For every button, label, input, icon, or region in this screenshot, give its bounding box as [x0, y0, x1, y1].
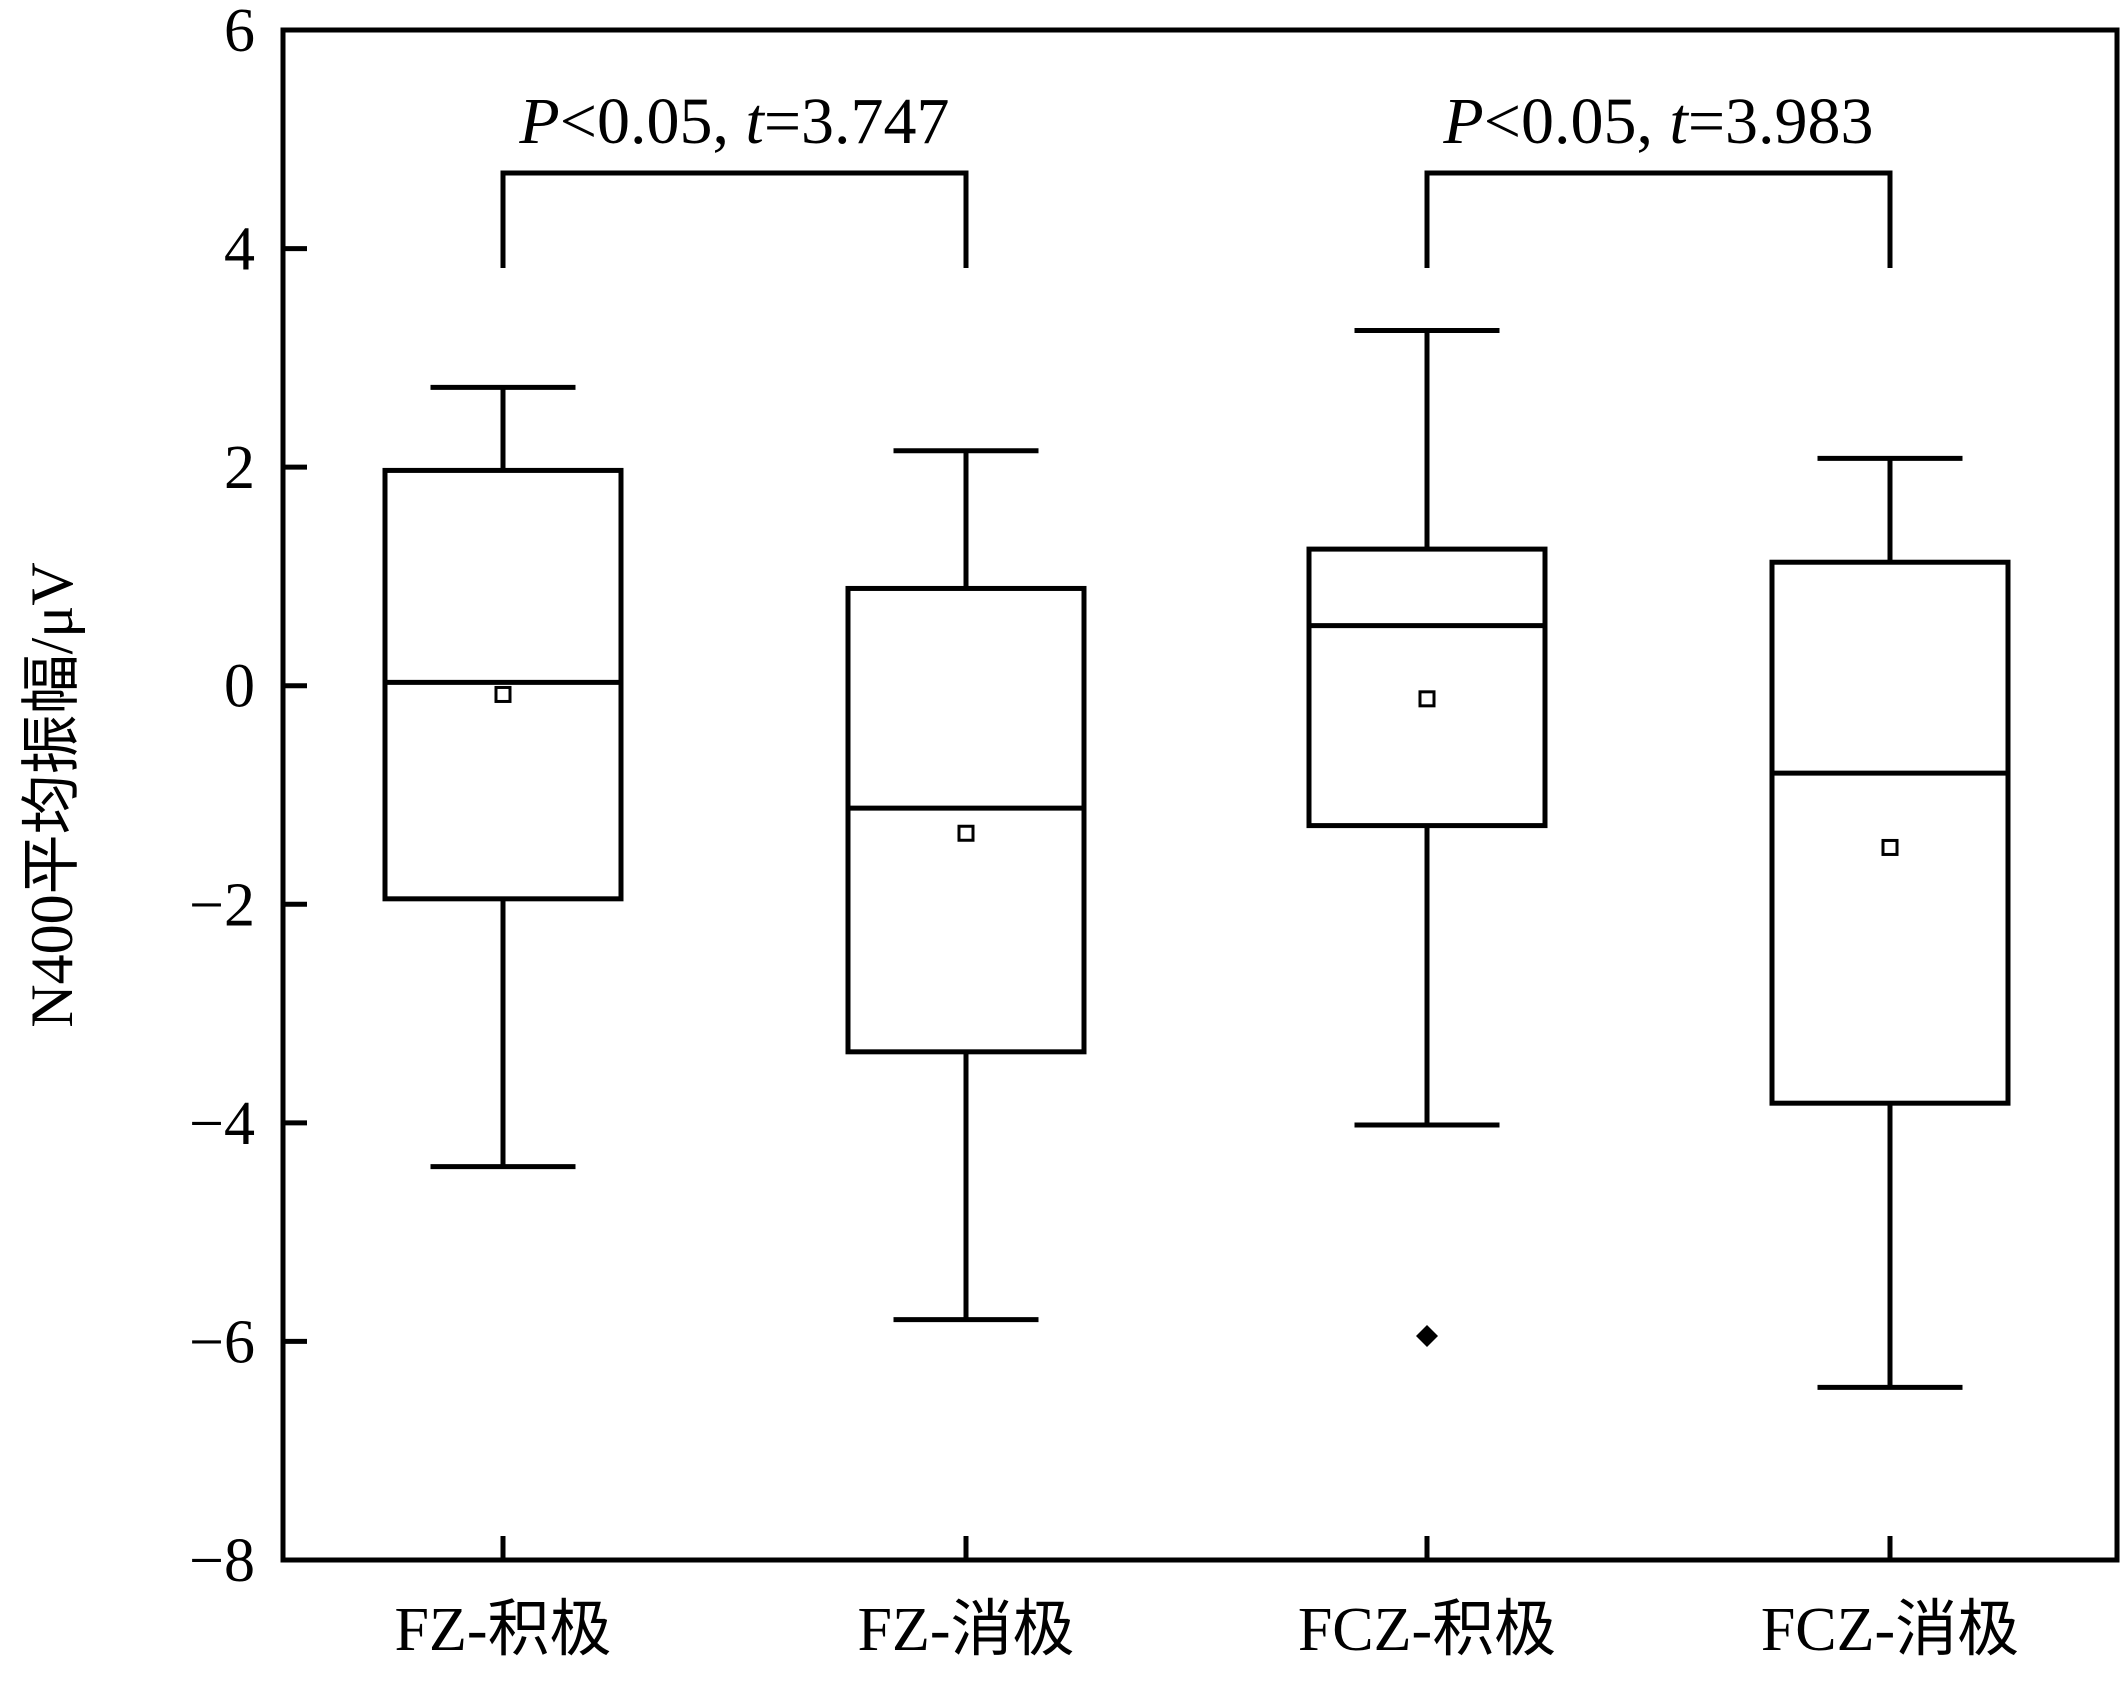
box-group: [382, 384, 624, 1170]
significance-annotations: P<0.05, t=3.747 P<0.05, t=3.983: [500, 85, 1893, 268]
y-tick-label: 6: [224, 0, 255, 65]
x-axis: FZ-积极 FZ-消极 FCZ-积极 FCZ-消极: [394, 1536, 2019, 1664]
significance-label-part: <0.05,: [560, 85, 746, 158]
significance-label-part: =3.983: [1688, 85, 1874, 158]
x-tick-label: FZ-消极: [857, 1596, 1074, 1664]
y-tick-label: −4: [189, 1090, 255, 1158]
significance-bracket: [1424, 170, 1893, 268]
significance-label-part: t: [745, 85, 765, 158]
x-tick-label: FZ-积极: [394, 1596, 611, 1664]
mean-marker: [1418, 690, 1436, 708]
box-iqr: [1306, 546, 1548, 829]
y-tick-label: 4: [224, 216, 255, 284]
mean-marker: [494, 685, 512, 703]
plot-frame: [280, 27, 2120, 1563]
y-tick-label: 0: [224, 653, 255, 721]
boxes: [382, 328, 2011, 1390]
x-tick-label: FCZ-消极: [1761, 1596, 2019, 1664]
y-tick-label: −2: [189, 871, 255, 939]
x-tick-label: FCZ-积极: [1298, 1596, 1556, 1664]
y-axis: 6 4 2 0 −2 −4 −6 −8: [189, 0, 307, 1595]
significance-label-part: P: [518, 85, 559, 158]
significance-label-part: =3.747: [764, 85, 950, 158]
significance-label-part: P: [1442, 85, 1483, 158]
significance-bracket: [500, 170, 969, 268]
significance-label: P<0.05, t=3.747: [518, 85, 949, 158]
box-group: [845, 448, 1087, 1323]
y-tick-label: −8: [189, 1527, 255, 1595]
box-iqr: [845, 585, 1087, 1055]
box-group: [1306, 328, 1548, 1347]
y-axis-title: N400平均振幅/μV: [19, 562, 85, 1028]
y-tick-label: 2: [224, 434, 255, 502]
significance-label-part: t: [1669, 85, 1689, 158]
y-tick-label: −6: [189, 1308, 255, 1376]
outlier-point: [1416, 1324, 1438, 1347]
significance-label: P<0.05, t=3.983: [1442, 85, 1873, 158]
mean-marker: [1881, 838, 1899, 856]
box-group: [1769, 455, 2011, 1390]
significance-label-part: <0.05,: [1484, 85, 1670, 158]
box-iqr: [1769, 559, 2011, 1106]
mean-marker: [957, 824, 975, 842]
